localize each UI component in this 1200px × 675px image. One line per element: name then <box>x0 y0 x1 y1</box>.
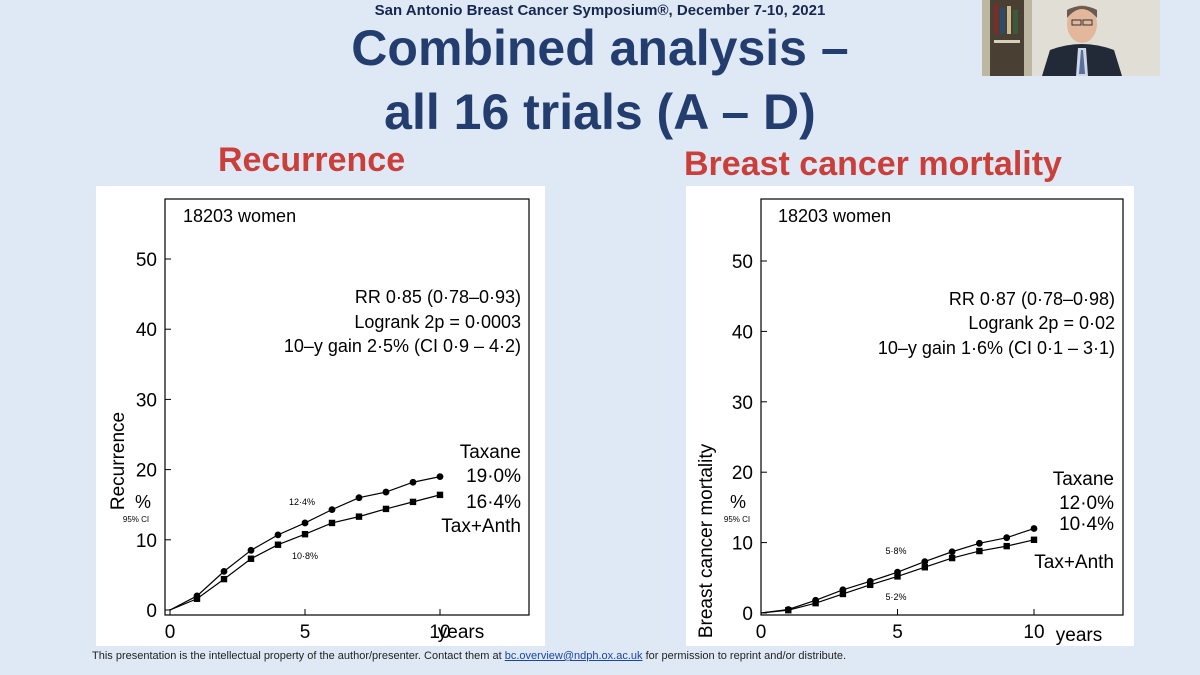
data-point-tax-anth <box>921 564 928 571</box>
recurrence-chart: 18203 women RR 0·85 (0·78–0·93) Logrank … <box>108 198 530 643</box>
end-label-taxanth: Tax+Anth <box>441 516 521 537</box>
annotation-upper: 5·8% <box>885 546 906 556</box>
data-point-taxane <box>274 531 282 539</box>
y-tick-label: 0 <box>742 604 753 625</box>
end-label-taxane: Taxane <box>1053 469 1114 490</box>
data-point-taxane <box>247 546 255 554</box>
y-axis-label: Breast cancer mortality <box>696 443 717 638</box>
ci-label: 95% CI <box>724 515 750 524</box>
women-count-label: 18203 women <box>183 206 296 226</box>
y-tick-label: 0 <box>146 601 157 622</box>
percent-label: % <box>730 492 746 512</box>
end-label-taxanth: Tax+Anth <box>1034 552 1114 573</box>
y-tick-label: 20 <box>732 463 753 484</box>
data-point-tax-anth <box>220 575 228 583</box>
data-point-tax-anth <box>1030 536 1038 543</box>
y-tick-label: 10 <box>732 534 753 555</box>
data-point-tax-anth <box>948 554 956 562</box>
annotation-upper: 12·4% <box>289 497 315 507</box>
end-value-taxanth: 16·4% <box>466 492 521 513</box>
presenter-video[interactable] <box>982 0 1160 76</box>
y-tick-label: 40 <box>732 322 753 343</box>
data-point-tax-anth <box>894 573 901 580</box>
footer-text-after: for permission to reprint and/or distrib… <box>645 650 847 662</box>
chart-panel-mortality: 18203 women RR 0·87 (0·78–0·98) Logrank … <box>686 186 1134 646</box>
x-tick-label: 5 <box>892 622 903 643</box>
y-tick-label: 10 <box>136 531 157 552</box>
data-point-tax-anth <box>436 491 444 499</box>
data-point-taxane <box>328 506 336 514</box>
end-value-taxanth: 10·4% <box>1059 514 1114 535</box>
y-tick-label: 50 <box>732 252 753 273</box>
data-point-tax-anth <box>382 505 390 513</box>
ci-label: 95% CI <box>123 515 149 524</box>
annotation-lower: 5·2% <box>885 592 906 602</box>
data-point-tax-anth <box>355 513 363 520</box>
plot-frame <box>760 198 1124 616</box>
x-tick-label: 10 <box>429 622 450 643</box>
data-point-taxane <box>948 548 956 556</box>
data-point-taxane <box>355 494 363 502</box>
data-point-tax-anth <box>812 599 819 607</box>
footer-text-before: This presentation is the intellectual pr… <box>92 650 502 662</box>
percent-label: % <box>135 492 151 512</box>
data-point-taxane <box>301 519 309 527</box>
stats-gain: 10–y gain 1·6% (CI 0·1 – 3·1) <box>878 338 1115 358</box>
data-point-tax-anth <box>839 590 847 598</box>
y-tick-label: 20 <box>136 461 157 482</box>
data-point-tax-anth <box>328 519 336 527</box>
stats-logrank: Logrank 2p = 0·02 <box>968 313 1115 333</box>
annotation-lower: 10·8% <box>292 551 318 561</box>
plot-frame <box>164 198 530 616</box>
footer-notice: This presentation is the intellectual pr… <box>92 650 846 662</box>
data-point-taxane <box>382 488 390 496</box>
slide-title-line-1: Combined analysis – <box>351 20 849 76</box>
data-point-tax-anth <box>301 530 309 538</box>
y-tick-label: 30 <box>136 390 157 411</box>
presenter-video-image <box>982 0 1160 76</box>
data-point-tax-anth <box>274 541 282 548</box>
data-point-tax-anth <box>247 555 255 562</box>
data-point-taxane <box>1003 534 1011 542</box>
data-point-tax-anth <box>785 606 792 614</box>
data-point-tax-anth <box>976 547 983 555</box>
footer-email-link[interactable]: bc.overview@ndph.ox.ac.uk <box>504 650 643 662</box>
subtitle-recurrence: Recurrence <box>218 141 406 179</box>
women-count-label: 18203 women <box>778 206 891 226</box>
y-axis-label: Recurrence <box>108 412 129 510</box>
x-axis-unit: years <box>1056 625 1102 646</box>
subtitle-mortality: Breast cancer mortality <box>684 145 1062 183</box>
data-point-tax-anth <box>193 595 201 602</box>
mortality-chart: 18203 women RR 0·87 (0·78–0·98) Logrank … <box>696 198 1124 646</box>
data-point-taxane <box>1030 525 1038 532</box>
data-point-taxane <box>409 478 417 486</box>
end-label-taxane: Taxane <box>460 442 521 463</box>
stats-rr: RR 0·87 (0·78–0·98) <box>949 289 1115 309</box>
slide-title-line-2: all 16 trials (A – D) <box>384 84 816 140</box>
stats-rr: RR 0·85 (0·78–0·93) <box>355 287 521 307</box>
y-tick-label: 50 <box>136 250 157 271</box>
data-point-taxane <box>220 567 228 575</box>
data-point-tax-anth <box>1003 542 1010 550</box>
data-point-tax-anth <box>409 498 417 506</box>
x-tick-label: 0 <box>165 622 176 643</box>
x-tick-label: 5 <box>300 622 311 643</box>
end-value-taxane: 19·0% <box>466 466 521 487</box>
data-point-taxane <box>436 473 444 481</box>
y-tick-label: 40 <box>136 320 157 341</box>
chart-panel-recurrence: 18203 women RR 0·85 (0·78–0·93) Logrank … <box>96 186 545 646</box>
stats-logrank: Logrank 2p = 0·0003 <box>354 312 521 332</box>
data-point-taxane <box>921 558 929 566</box>
stats-gain: 10–y gain 2·5% (CI 0·9 – 4·2) <box>284 336 521 356</box>
x-tick-label: 10 <box>1023 622 1044 643</box>
data-point-tax-anth <box>867 581 874 589</box>
x-tick-label: 0 <box>756 622 767 643</box>
y-tick-label: 30 <box>732 393 753 414</box>
symposium-header: San Antonio Breast Cancer Symposium®, De… <box>374 2 826 19</box>
end-value-taxane: 12·0% <box>1059 493 1114 514</box>
data-point-taxane <box>976 539 983 547</box>
x-axis-unit: years <box>438 622 484 643</box>
